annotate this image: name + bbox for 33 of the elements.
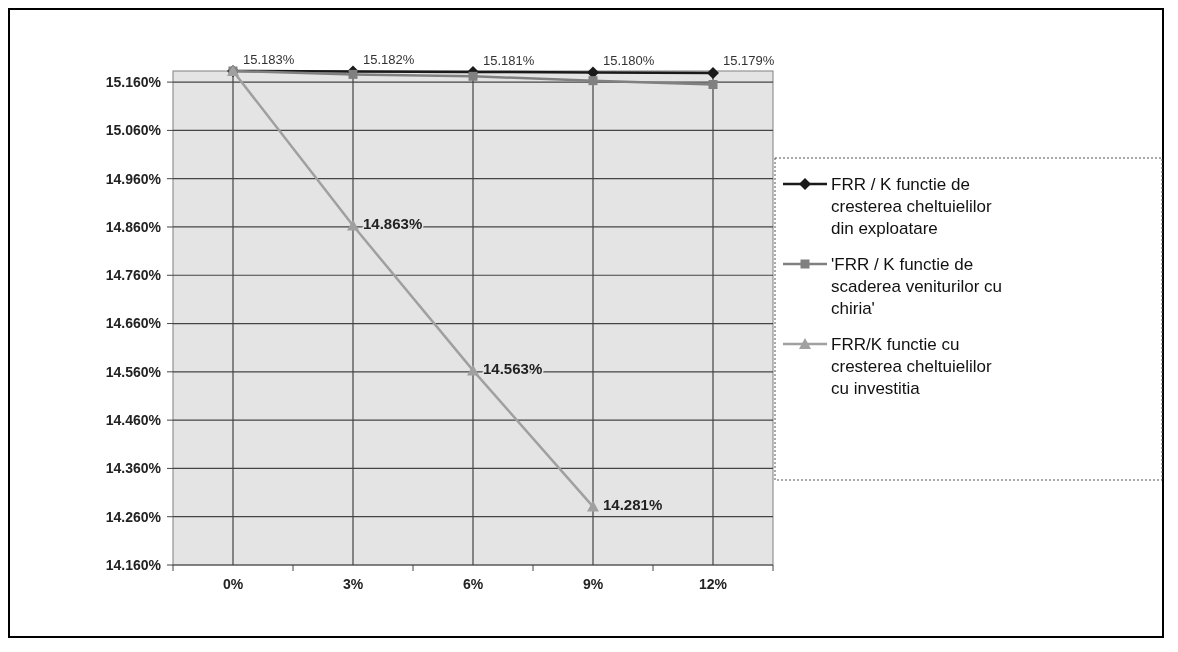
x-tick-label: 3% — [342, 576, 364, 592]
y-tick-label: 15.060% — [105, 122, 162, 139]
data-label: 15.180% — [603, 53, 655, 68]
x-tick-label: 6% — [462, 576, 484, 592]
y-tick-label: 14.160% — [105, 556, 162, 573]
data-label: 15.183% — [243, 51, 295, 67]
point — [347, 219, 359, 231]
point — [588, 76, 598, 86]
data-label: 15.182% — [363, 52, 415, 68]
y-tick-label: 14.260% — [105, 508, 162, 525]
data-label: 15.179% — [723, 53, 775, 69]
y-tick-label: 15.160% — [105, 74, 162, 91]
point — [587, 500, 599, 512]
x-tick-label: 0% — [222, 576, 244, 592]
point — [707, 66, 719, 79]
legend-label: FRR/K functie cu cresterea cheltuielilor cu investitia — [831, 335, 992, 398]
point — [348, 69, 358, 79]
data-label: 14.281% — [603, 495, 663, 513]
y-tick-label: 14.860% — [105, 218, 162, 235]
x-tick-label: 9% — [582, 576, 604, 592]
point — [468, 71, 478, 81]
point — [467, 364, 479, 376]
y-tick-label: 14.460% — [105, 412, 162, 429]
y-tick-label: 14.960% — [105, 170, 162, 187]
data-label: 15.181% — [483, 52, 535, 68]
y-tick-label: 14.760% — [105, 267, 162, 284]
y-tick-label: 14.360% — [105, 460, 162, 477]
x-tick-label: 12% — [698, 576, 728, 592]
y-tick-label: 14.560% — [105, 363, 162, 380]
point — [708, 80, 718, 90]
y-tick-label: 14.660% — [105, 315, 162, 332]
legend-label: 'FRR / K functie de scaderea veniturilor cu chiria' — [831, 255, 1003, 318]
legend-label: FRR / K functie de cresterea cheltuielilor din exploatare — [831, 175, 992, 238]
